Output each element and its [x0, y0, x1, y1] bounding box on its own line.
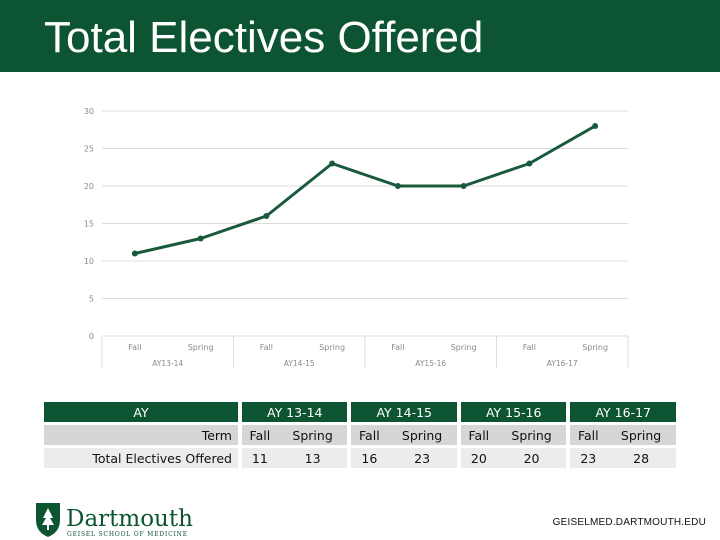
x-group-label: AY15-16: [415, 359, 446, 368]
logo-name: Dartmouth: [66, 506, 193, 532]
data-point: [526, 160, 533, 167]
total-cell: 20: [460, 448, 497, 468]
x-group-label: AY16-17: [547, 359, 578, 368]
total-cell: 16: [351, 448, 388, 468]
line-chart: 0 5 10 15 20 25 30 Fall Spring Fall Spring Fall Spri…: [84, 107, 629, 368]
y-tick-label: 10: [84, 257, 94, 266]
data-point: [592, 123, 599, 129]
data-point: [329, 160, 336, 167]
data-point: [131, 250, 138, 257]
x-tick-label: Fall: [260, 343, 273, 352]
term-cell: Spring: [606, 425, 676, 445]
total-cell: 20: [496, 448, 567, 468]
total-label: Total Electives Offered: [44, 448, 238, 468]
term-row: Term Fall Spring Fall Spring Fall Spring…: [44, 425, 676, 445]
total-cell: 13: [277, 448, 348, 468]
data-table: AY AY 13-14 AY 14-15 AY 15-16 AY 16-17 T…: [44, 399, 676, 471]
x-tick-label: Spring: [188, 343, 214, 352]
total-cell: 23: [387, 448, 457, 468]
year-header: AY 15-16: [460, 402, 567, 422]
x-tick-label: Spring: [582, 343, 608, 352]
data-point: [394, 183, 401, 189]
footer-url: GEISELMED.DARTMOUTH.EDU: [552, 517, 706, 528]
term-cell: Fall: [460, 425, 497, 445]
page-title: Total Electives Offered: [44, 13, 484, 62]
table-header-row: AY AY 13-14 AY 14-15 AY 15-16 AY 16-17: [44, 402, 676, 422]
year-header: AY 14-15: [351, 402, 457, 422]
x-group-label: AY13-14: [152, 359, 183, 368]
data-point: [460, 183, 467, 189]
x-tick-label: Fall: [391, 343, 404, 352]
y-tick-label: 20: [84, 182, 94, 191]
x-tick-label: Spring: [319, 343, 345, 352]
data-point: [263, 213, 270, 219]
y-tick-label: 30: [84, 107, 94, 116]
term-cell: Fall: [351, 425, 388, 445]
series-line: [134, 124, 596, 255]
x-group-label: AY14-15: [284, 359, 315, 368]
term-cell: Spring: [496, 425, 567, 445]
total-cell: 23: [570, 448, 607, 468]
total-cell: 28: [606, 448, 676, 468]
y-tick-label: 25: [84, 145, 94, 154]
data-point: [197, 235, 204, 242]
ay-header: AY: [44, 402, 238, 422]
title-bar: Total Electives Offered: [0, 0, 720, 72]
total-row: Total Electives Offered 11 13 16 23 20 2…: [44, 448, 676, 468]
dartmouth-logo: Dartmouth GEISEL SCHOOL OF MEDICINE: [36, 503, 193, 538]
x-tick-label: Fall: [523, 343, 536, 352]
term-label: Term: [44, 425, 238, 445]
x-tick-label: Fall: [128, 343, 141, 352]
year-header: AY 13-14: [242, 402, 348, 422]
total-cell: 11: [242, 448, 278, 468]
x-tick-label: Spring: [451, 343, 477, 352]
y-tick-label: 5: [89, 295, 94, 304]
term-cell: Fall: [242, 425, 278, 445]
logo-subtitle: GEISEL SCHOOL OF MEDICINE: [67, 531, 188, 538]
term-cell: Spring: [277, 425, 348, 445]
y-tick-label: 15: [84, 220, 94, 229]
year-header: AY 16-17: [570, 402, 676, 422]
term-cell: Fall: [570, 425, 607, 445]
term-cell: Spring: [387, 425, 457, 445]
y-tick-label: 0: [89, 332, 94, 341]
shield-icon: [36, 503, 60, 537]
